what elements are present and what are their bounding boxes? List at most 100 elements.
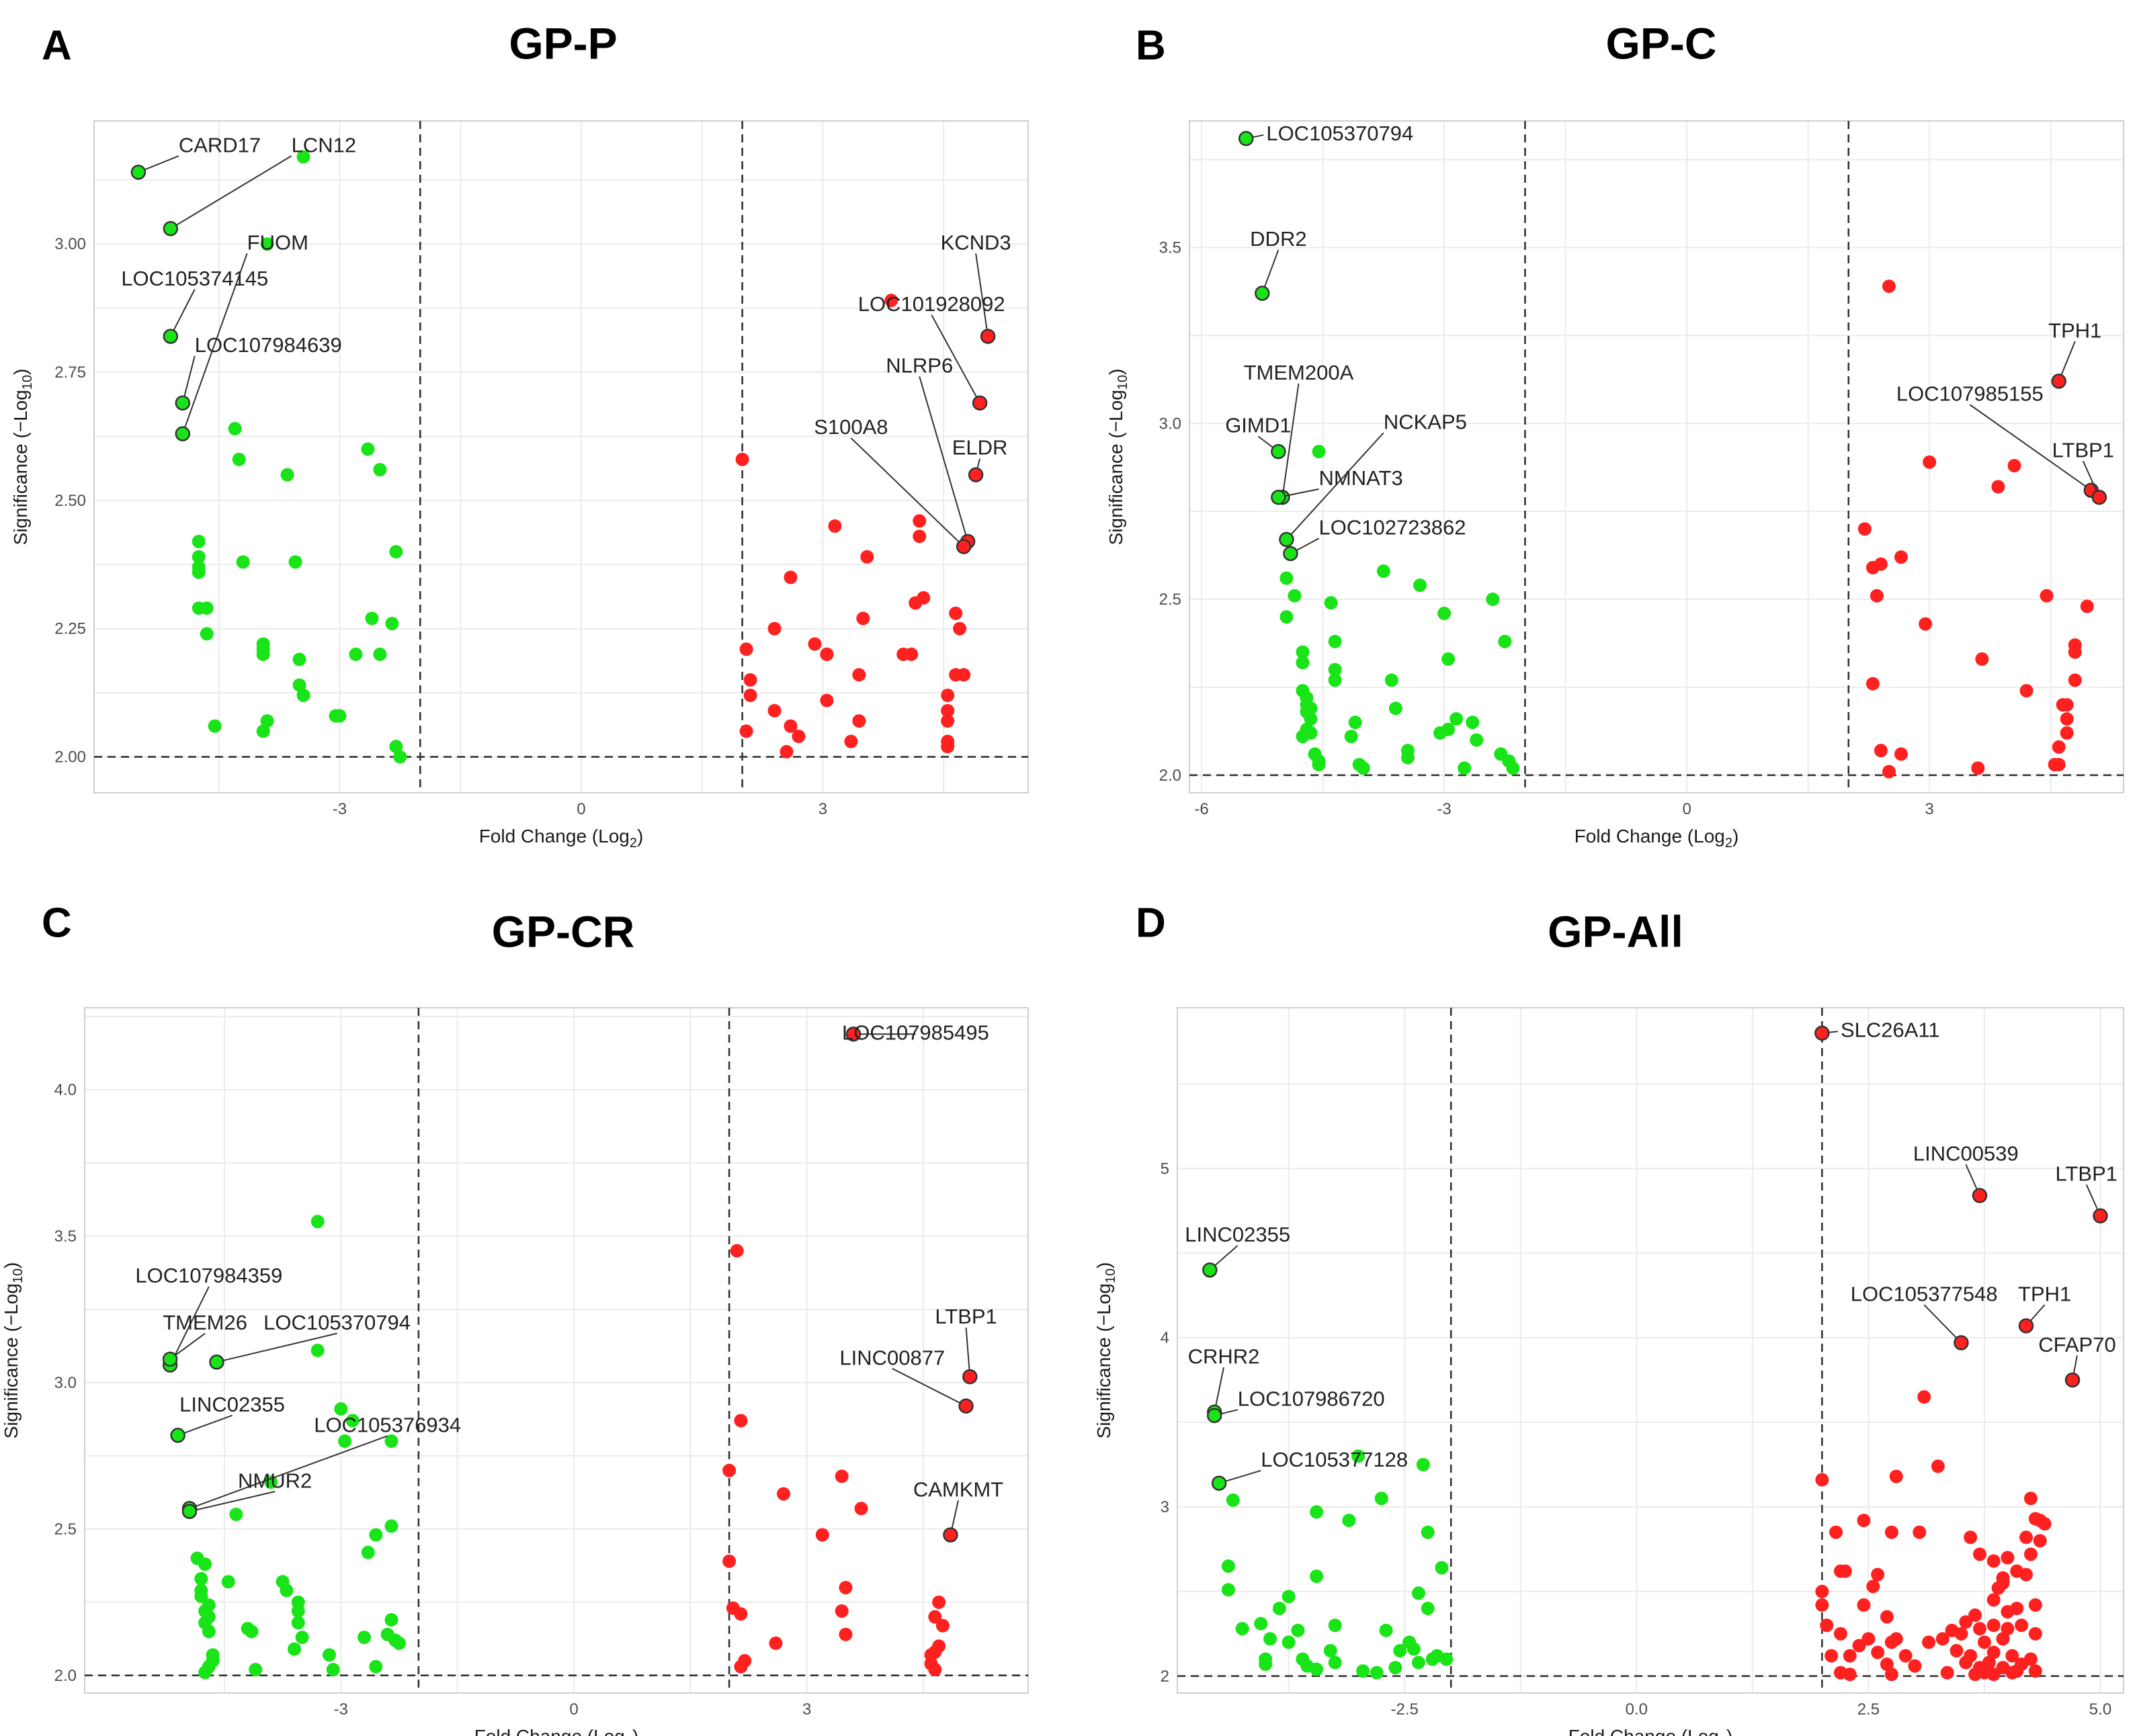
y-tick-label: 5 bbox=[1161, 1160, 1169, 1178]
gene-label-slc26a11: SLC26A11 bbox=[1841, 1018, 1940, 1041]
downregulated-gene-point bbox=[1279, 571, 1294, 585]
upregulated-gene-point bbox=[767, 621, 782, 636]
upregulated-gene-point bbox=[941, 688, 955, 702]
gene-label-nlrp6: NLRP6 bbox=[886, 354, 953, 378]
upregulated-gene-point bbox=[820, 693, 834, 707]
x-axis-title: Fold Change (Log2) bbox=[479, 826, 644, 851]
downregulated-gene-point bbox=[1328, 662, 1342, 677]
downregulated-gene-point bbox=[208, 719, 222, 733]
x-tick-label: 0 bbox=[577, 800, 585, 818]
downregulated-gene-point bbox=[249, 1663, 263, 1677]
upregulated-gene-point bbox=[1871, 1645, 1885, 1659]
upregulated-gene-point bbox=[1922, 1635, 1936, 1649]
upregulated-gene-point bbox=[1815, 1598, 1829, 1612]
upregulated-gene-point bbox=[949, 606, 963, 620]
panel-title: GP-P bbox=[509, 18, 617, 68]
upregulated-gene-point bbox=[1986, 1645, 2001, 1659]
downregulated-gene-point bbox=[232, 452, 246, 466]
labeled-gene-point bbox=[1271, 489, 1286, 505]
panel-letter: A bbox=[42, 22, 72, 69]
labeled-gene-point bbox=[130, 165, 146, 180]
label-connector bbox=[1923, 1304, 1962, 1344]
upregulated-gene-point bbox=[1871, 1567, 1885, 1581]
downregulated-gene-point bbox=[349, 647, 363, 661]
downregulated-gene-point bbox=[369, 1659, 383, 1674]
downregulated-gene-point bbox=[194, 1572, 208, 1586]
upregulated-gene-point bbox=[2060, 712, 2074, 726]
downregulated-gene-point bbox=[1254, 1616, 1268, 1631]
gene-label-loc107984359: LOC107984359 bbox=[135, 1264, 282, 1287]
upregulated-gene-point bbox=[1931, 1459, 1945, 1473]
gene-label-eldr: ELDR bbox=[952, 436, 1008, 460]
upregulated-gene-point bbox=[820, 647, 834, 661]
upregulated-gene-point bbox=[1824, 1649, 1839, 1663]
downregulated-gene-point bbox=[361, 1545, 375, 1559]
labeled-gene-point bbox=[845, 1026, 862, 1042]
downregulated-gene-point bbox=[1328, 1618, 1342, 1633]
y-axis-title: Significance (−Log10) bbox=[1093, 1262, 1118, 1439]
labeled-gene-point bbox=[163, 221, 179, 236]
upregulated-gene-point bbox=[1884, 1667, 1898, 1682]
label-connector bbox=[169, 289, 196, 337]
x-axis-title: Fold Change (Log2) bbox=[1568, 1726, 1733, 1736]
gene-label-nckap5: NCKAP5 bbox=[1384, 410, 1467, 433]
x-tick-label: -3 bbox=[334, 1700, 348, 1719]
gene-label-loc105377548: LOC105377548 bbox=[1851, 1282, 1998, 1305]
label-connector bbox=[975, 253, 989, 337]
downregulated-gene-point bbox=[373, 463, 387, 477]
y-tick-label: 2.0 bbox=[54, 1667, 77, 1685]
upregulated-gene-point bbox=[2023, 1491, 2038, 1506]
upregulated-gene-point bbox=[2028, 1512, 2042, 1526]
upregulated-gene-point bbox=[1857, 522, 1872, 536]
upregulated-gene-point bbox=[2056, 698, 2070, 712]
downregulated-gene-point bbox=[229, 1508, 243, 1522]
downregulated-gene-point bbox=[1439, 1652, 1454, 1666]
downregulated-gene-point bbox=[1221, 1583, 1235, 1597]
labeled-gene-point bbox=[2018, 1318, 2034, 1334]
gene-label-linc00539: LINC00539 bbox=[1913, 1141, 2019, 1165]
upregulated-gene-point bbox=[1880, 1610, 1894, 1624]
downregulated-gene-point bbox=[288, 1642, 301, 1656]
x-tick-label: 3 bbox=[818, 800, 827, 818]
downregulated-gene-point bbox=[1393, 1644, 1407, 1658]
gene-label-tmem26: TMEM26 bbox=[163, 1311, 247, 1334]
downregulated-gene-point bbox=[384, 1519, 398, 1533]
upregulated-gene-point bbox=[808, 637, 822, 651]
labeled-gene-point bbox=[972, 395, 988, 411]
upregulated-gene-point bbox=[1838, 1564, 1852, 1578]
upregulated-gene-point bbox=[2019, 1530, 2033, 1545]
upregulated-gene-point bbox=[1866, 1579, 1880, 1594]
label-connector bbox=[919, 376, 969, 542]
downregulated-gene-point bbox=[393, 750, 407, 764]
downregulated-gene-point bbox=[1421, 1602, 1435, 1616]
x-tick-label: 0 bbox=[1682, 800, 1691, 818]
upregulated-gene-point bbox=[1908, 1659, 1922, 1673]
upregulated-gene-point bbox=[957, 668, 971, 682]
downregulated-gene-point bbox=[1291, 1623, 1305, 1637]
upregulated-gene-point bbox=[792, 730, 806, 744]
upregulated-gene-point bbox=[2019, 684, 2033, 698]
labeled-gene-point bbox=[1271, 443, 1286, 460]
upregulated-gene-point bbox=[935, 1618, 950, 1633]
upregulated-gene-point bbox=[856, 611, 870, 625]
downregulated-gene-point bbox=[1279, 610, 1294, 624]
gene-label-card17: CARD17 bbox=[179, 133, 261, 157]
downregulated-gene-point bbox=[1296, 656, 1310, 670]
x-tick-label: -3 bbox=[1437, 800, 1451, 818]
downregulated-gene-point bbox=[333, 709, 347, 723]
upregulated-gene-point bbox=[2052, 740, 2066, 754]
plot-area bbox=[84, 1007, 1029, 1694]
upregulated-gene-point bbox=[941, 703, 955, 718]
upregulated-gene-point bbox=[1986, 1667, 2001, 1682]
upregulated-gene-point bbox=[1889, 1469, 1903, 1483]
downregulated-gene-point bbox=[385, 617, 399, 631]
labeled-gene-point bbox=[2093, 1208, 2108, 1224]
panel-title: GP-C bbox=[1606, 18, 1717, 68]
downregulated-gene-point bbox=[1486, 593, 1500, 607]
downregulated-gene-point bbox=[221, 1575, 235, 1589]
upregulated-gene-point bbox=[1861, 1632, 1876, 1646]
upregulated-gene-point bbox=[1986, 1554, 2001, 1568]
downregulated-gene-point bbox=[1356, 1664, 1370, 1678]
downregulated-gene-point bbox=[1458, 761, 1472, 775]
upregulated-gene-point bbox=[1894, 747, 1908, 761]
